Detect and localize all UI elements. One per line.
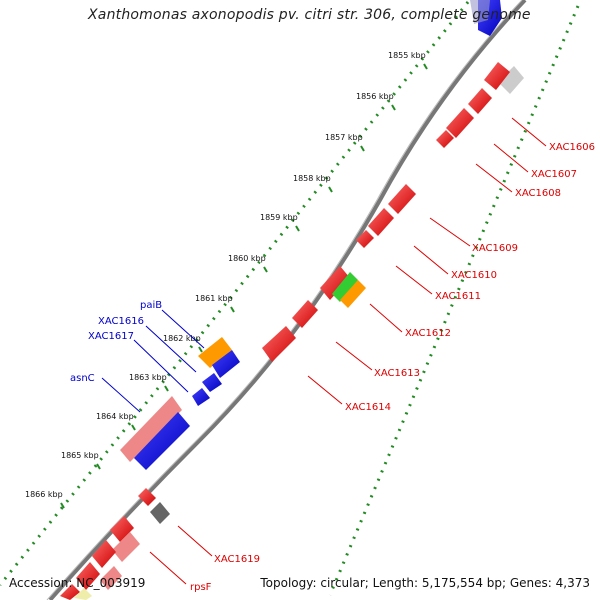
scale-tick (360, 145, 365, 152)
cds-arrow-asnC-blue[interactable] (212, 350, 240, 378)
accession-text: Accession: NC_003919 (9, 576, 146, 590)
scale-tick (391, 104, 396, 111)
gene-label-xac1612: XAC1612 (405, 328, 451, 339)
cds-arrow-xac1608b[interactable] (436, 130, 454, 148)
gene-label-paib: paiB (140, 300, 162, 311)
gene-label-xac1619: XAC1619 (214, 554, 260, 565)
pink-feature-lower[interactable] (100, 566, 122, 590)
gene-label-xac1616: XAC1616 (98, 316, 144, 327)
cds-arrow-xac1612-green[interactable] (332, 272, 358, 302)
gene-label-asnc: asnC (70, 373, 95, 384)
gene-label-xac1608: XAC1608 (515, 188, 561, 199)
features-forward-strand (120, 0, 502, 470)
cds-arrow-xac1610[interactable] (368, 208, 394, 236)
cds-arrow-lower-3[interactable] (76, 562, 100, 590)
cds-arrow-xac1613[interactable] (292, 300, 318, 328)
cds-arrow-xac1606-light[interactable] (498, 66, 524, 94)
cds-arrow-xac1616[interactable] (202, 373, 222, 392)
scale-ticks: 1855 kbp 1856 kbp 1857 kbp 1858 kbp 1859 kbp… (25, 51, 428, 509)
gene-label-xac1606: XAC1606 (549, 142, 595, 153)
pink-feature-long[interactable] (120, 396, 182, 462)
cds-arrow-top-lavender[interactable] (470, 0, 490, 24)
cds-arrow-xac1611[interactable] (356, 230, 374, 248)
cds-arrow-lower-4[interactable] (60, 584, 80, 600)
cds-arrow-xac1619[interactable] (138, 488, 156, 506)
cds-arrow-xac1606[interactable] (484, 62, 510, 90)
scale-tick (230, 306, 235, 313)
scale-tick (263, 266, 268, 273)
scale-label: 1855 kbp (388, 51, 426, 60)
cds-arrow-xac1607[interactable] (468, 88, 492, 114)
scale-tick (131, 424, 136, 431)
gene-label-xac1617: XAC1617 (88, 331, 134, 342)
cds-arrow-xac1609[interactable] (388, 184, 416, 214)
scale-label: 1865 kbp (61, 451, 99, 460)
cds-arrow-xac1614[interactable] (262, 326, 296, 362)
gene-label-xac1611: XAC1611 (435, 291, 481, 302)
cds-arrow-xac1612-orange[interactable] (340, 280, 366, 308)
map-title: Xanthomonas axonopodis pv. citri str. 30… (88, 7, 531, 23)
scale-label: 1862 kbp (163, 334, 201, 343)
yellow-feature-lower[interactable] (74, 588, 92, 600)
scale-tick (96, 463, 101, 470)
scale-label: 1860 kbp (228, 254, 266, 263)
gene-labels-left: paiB XAC1616 XAC1617 asnC (70, 300, 162, 384)
scale-label: 1864 kbp (96, 412, 134, 421)
cds-arrow-lower-1[interactable] (110, 516, 134, 542)
scale-label: 1858 kbp (293, 174, 331, 183)
gene-label-xac1614: XAC1614 (345, 402, 391, 413)
leader-lines (101, 117, 547, 585)
cds-arrow-lower-2[interactable] (92, 540, 116, 568)
gc-skew-track-outer (328, 5, 580, 596)
gene-label-xac1610: XAC1610 (451, 270, 497, 281)
scale-tick (328, 186, 333, 193)
cds-arrow-xac1608[interactable] (446, 108, 474, 138)
scale-label: 1856 kbp (356, 92, 394, 101)
scale-tick (164, 385, 169, 392)
scale-tick (60, 502, 65, 509)
gene-label-rpsf: rpsF (190, 582, 212, 593)
gene-labels-right: XAC1606 XAC1607 XAC1608 XAC1609 XAC1610 XAC16… (190, 142, 595, 593)
grey-feature-xac1619[interactable] (150, 502, 170, 524)
features-reverse-strand (60, 62, 524, 600)
cds-arrow-xac1617[interactable] (192, 388, 210, 406)
gene-label-xac1609: XAC1609 (472, 243, 518, 254)
cds-arrow-paiB[interactable] (198, 337, 232, 368)
scale-label: 1866 kbp (25, 490, 63, 499)
gene-label-xac1607: XAC1607 (531, 169, 577, 180)
gc-content-track-inner (0, 1, 470, 586)
scale-tick (295, 225, 300, 232)
topology-text: Topology: circular; Length: 5,175,554 bp… (260, 576, 590, 590)
cds-arrow-long-blue[interactable] (134, 412, 190, 470)
scale-tick (198, 346, 203, 353)
scale-label: 1861 kbp (195, 294, 233, 303)
scale-label: 1859 kbp (260, 213, 298, 222)
scale-label: 1863 kbp (129, 373, 167, 382)
scale-label: 1857 kbp (325, 133, 363, 142)
gene-label-xac1613: XAC1613 (374, 368, 420, 379)
scale-tick (423, 63, 428, 70)
pink-feature-rpsF[interactable] (112, 532, 140, 562)
cds-arrow-red-mid[interactable] (320, 266, 350, 300)
